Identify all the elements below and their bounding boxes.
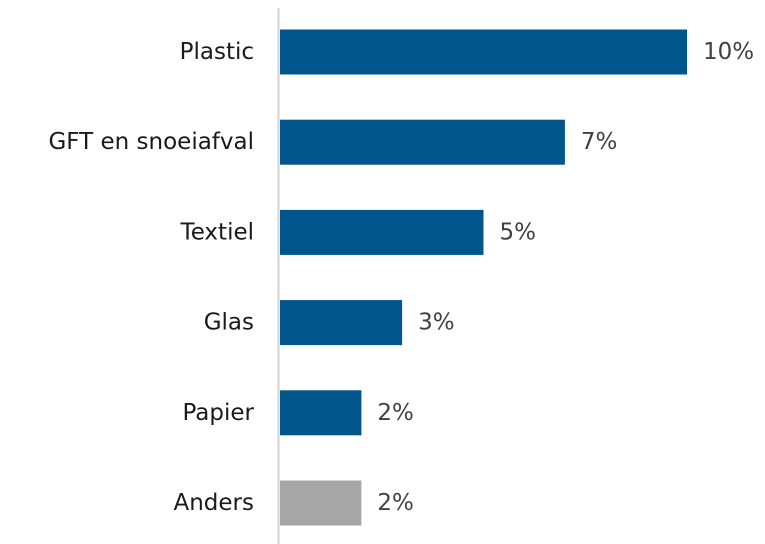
bar-anders <box>280 480 362 526</box>
bar-plastic <box>280 29 687 75</box>
bar-gft-en-snoeiafval <box>280 119 565 165</box>
value-labels: 10% 7% 5% 3% 2% 2% <box>377 39 754 516</box>
value-label-glas: 3% <box>418 310 455 336</box>
category-label-papier: Papier <box>182 400 254 426</box>
category-labels: Plastic GFT en snoeiafval Textiel Glas Papie… <box>48 39 254 516</box>
category-label-plastic: Plastic <box>180 39 254 65</box>
bar-textiel <box>280 209 484 255</box>
bar-papier <box>280 390 362 436</box>
category-label-glas: Glas <box>204 310 254 336</box>
category-label-gft-en-snoeiafval: GFT en snoeiafval <box>48 129 254 155</box>
value-label-papier: 2% <box>377 400 414 426</box>
category-label-anders: Anders <box>174 490 255 516</box>
value-label-plastic: 10% <box>703 39 754 65</box>
value-label-gft-en-snoeiafval: 7% <box>581 129 618 155</box>
bar-glas <box>280 300 403 346</box>
value-label-textiel: 5% <box>500 219 537 245</box>
value-label-anders: 2% <box>377 490 414 516</box>
bars-group <box>280 29 687 526</box>
category-label-textiel: Textiel <box>180 219 254 245</box>
